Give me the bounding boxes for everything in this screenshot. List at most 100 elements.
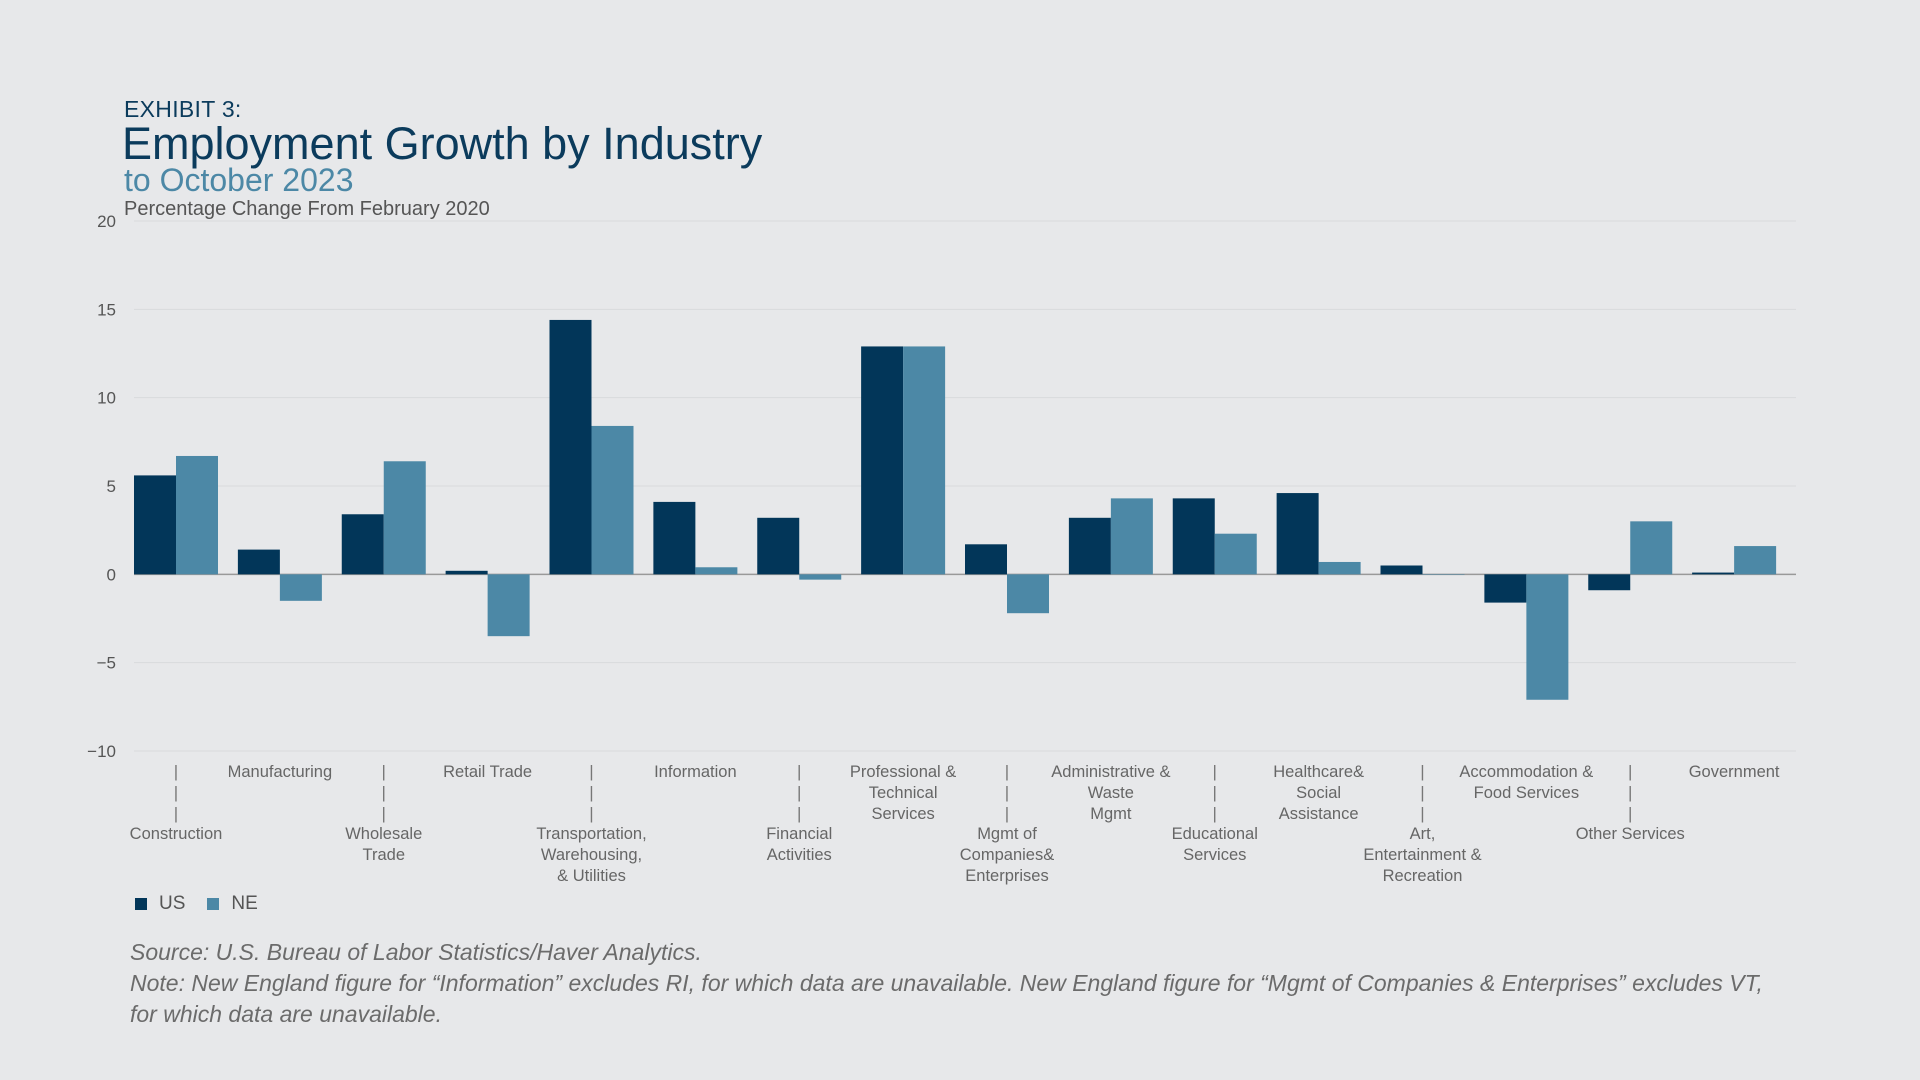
x-category-label-line: Activities xyxy=(767,846,832,864)
x-category-label-line: Transportation, xyxy=(536,825,646,843)
x-category-label-4: | | | Transportation, Warehousing, & Utilitie… xyxy=(536,762,646,885)
legend-item-ne: NE xyxy=(207,893,258,915)
y-tick-label: −5 xyxy=(97,654,116,673)
bar-ne-7 xyxy=(903,346,946,575)
note-text-line1: Note: New England figure for “Informatio… xyxy=(130,970,1763,996)
x-category-label-line: Information xyxy=(654,763,737,781)
x-label-connector: | xyxy=(797,804,801,823)
legend-swatch-ne xyxy=(207,898,220,910)
x-category-label-2: | | | Wholesale Trade xyxy=(345,762,422,864)
source-text: Source: U.S. Bureau of Labor Statistics/… xyxy=(130,939,702,965)
x-category-label-13: Accommodation & Food Services xyxy=(1459,763,1593,802)
x-label-connector: | xyxy=(174,804,178,823)
x-category-label-1: Manufacturing xyxy=(228,763,333,781)
x-category-label-line: Assistance xyxy=(1279,805,1359,823)
bar-ne-0 xyxy=(176,455,218,575)
bar-us-6 xyxy=(757,517,800,575)
note-text-line2: for which data are unavailable. xyxy=(130,1001,442,1027)
bar-ne-10 xyxy=(1214,533,1257,575)
x-category-label-line: Companies& xyxy=(960,846,1054,864)
chart-subtitle: to October 2023 xyxy=(124,162,354,198)
x-category-label-line: Entertainment & xyxy=(1363,846,1481,864)
x-category-label-line: Enterprises xyxy=(965,867,1048,885)
bar-us-15 xyxy=(1692,572,1735,575)
x-category-label-line: Government xyxy=(1689,763,1780,781)
x-category-label-line: Services xyxy=(1183,846,1246,864)
bar-us-8 xyxy=(965,544,1007,575)
x-label-connector: | xyxy=(797,783,801,802)
bar-ne-5 xyxy=(695,567,738,575)
x-label-connector: | xyxy=(1420,783,1424,802)
bar-ne-14 xyxy=(1630,521,1673,575)
x-category-label-9: Administrative & Waste Mgmt xyxy=(1051,763,1170,823)
x-label-connector: | xyxy=(1628,762,1632,781)
x-label-connector: | xyxy=(589,762,593,781)
x-category-label-line: Food Services xyxy=(1474,784,1579,802)
bar-ne-1 xyxy=(279,574,322,601)
x-category-label-line: Mgmt xyxy=(1090,805,1132,823)
x-category-label-line: Professional & xyxy=(850,763,956,781)
bar-chart: 20 15 10 5 0 −5 −10 | | | Construction Manufacturin… xyxy=(87,212,1796,885)
bar-ne-15 xyxy=(1734,546,1777,575)
legend-label-ne: NE xyxy=(231,893,258,914)
x-category-label-6: | | | Financial Activities xyxy=(766,762,832,864)
bar-ne-6 xyxy=(799,574,842,580)
x-category-label-line: Retail Trade xyxy=(443,763,532,781)
bar-ne-12 xyxy=(1422,574,1465,575)
x-category-label-line: & Utilities xyxy=(557,867,626,885)
bar-ne-2 xyxy=(383,461,426,575)
bar-us-0 xyxy=(134,475,176,575)
x-category-label-line: Financial xyxy=(766,825,832,843)
x-label-connector: | xyxy=(382,783,386,802)
x-label-connector: | xyxy=(1420,762,1424,781)
x-label-connector: | xyxy=(174,783,178,802)
x-label-connector: | xyxy=(797,762,801,781)
bar-us-4 xyxy=(549,319,592,575)
x-category-label-line: Administrative & xyxy=(1051,763,1170,781)
y-tick-label: 20 xyxy=(97,212,116,231)
bar-ne-13 xyxy=(1526,574,1569,700)
x-category-label-line: Technical xyxy=(869,784,938,802)
x-category-label-line: Services xyxy=(871,805,934,823)
y-tick-label: 0 xyxy=(107,565,116,584)
x-label-connector: | xyxy=(1628,783,1632,802)
bar-us-13 xyxy=(1484,574,1527,603)
x-category-label-line: Other Services xyxy=(1576,825,1685,843)
x-label-connector: | xyxy=(1005,783,1009,802)
x-category-label-11: Healthcare&Social Assistance xyxy=(1273,763,1364,823)
x-label-connector: | xyxy=(1213,804,1217,823)
x-category-label-8: | | | Mgmt of Companies&Enterprises xyxy=(960,762,1054,885)
x-category-label-3: Retail Trade xyxy=(443,763,532,781)
x-label-connector: | xyxy=(382,804,386,823)
x-category-label-15: Government xyxy=(1689,763,1780,781)
y-tick-label: 10 xyxy=(97,389,116,408)
bar-ne-8 xyxy=(1007,574,1049,614)
exhibit-label: EXHIBIT 3: xyxy=(124,96,242,122)
x-label-connector: | xyxy=(1213,762,1217,781)
bar-ne-3 xyxy=(487,574,530,637)
x-label-connector: | xyxy=(1005,804,1009,823)
y-tick-label: 15 xyxy=(97,300,116,319)
x-category-label-line: Healthcare& xyxy=(1273,763,1364,781)
x-category-label-line: Recreation xyxy=(1383,867,1463,885)
x-category-label-line: Manufacturing xyxy=(228,763,333,781)
x-category-label-5: Information xyxy=(654,763,737,781)
bar-us-12 xyxy=(1380,565,1423,575)
bar-ne-11 xyxy=(1318,561,1361,575)
x-category-label-line: Accommodation & xyxy=(1459,763,1593,781)
bar-us-11 xyxy=(1276,493,1319,575)
x-category-label-line: Mgmt of xyxy=(977,825,1037,843)
x-category-label-line: Trade xyxy=(363,846,406,864)
x-label-connector: | xyxy=(589,804,593,823)
x-label-connector: | xyxy=(589,783,593,802)
source-note: Source: U.S. Bureau of Labor Statistics/… xyxy=(130,937,1830,1030)
bar-us-5 xyxy=(653,501,696,575)
x-category-label-0: | | | Construction xyxy=(130,762,223,843)
x-label-connector: | xyxy=(1628,804,1632,823)
x-category-label-line: Wholesale xyxy=(345,825,422,843)
legend-swatch-us xyxy=(135,898,147,910)
x-category-label-line: Warehousing, xyxy=(541,846,642,864)
y-tick-label: −10 xyxy=(87,742,116,761)
x-label-connector: | xyxy=(382,762,386,781)
x-category-label-line: Construction xyxy=(130,825,223,843)
